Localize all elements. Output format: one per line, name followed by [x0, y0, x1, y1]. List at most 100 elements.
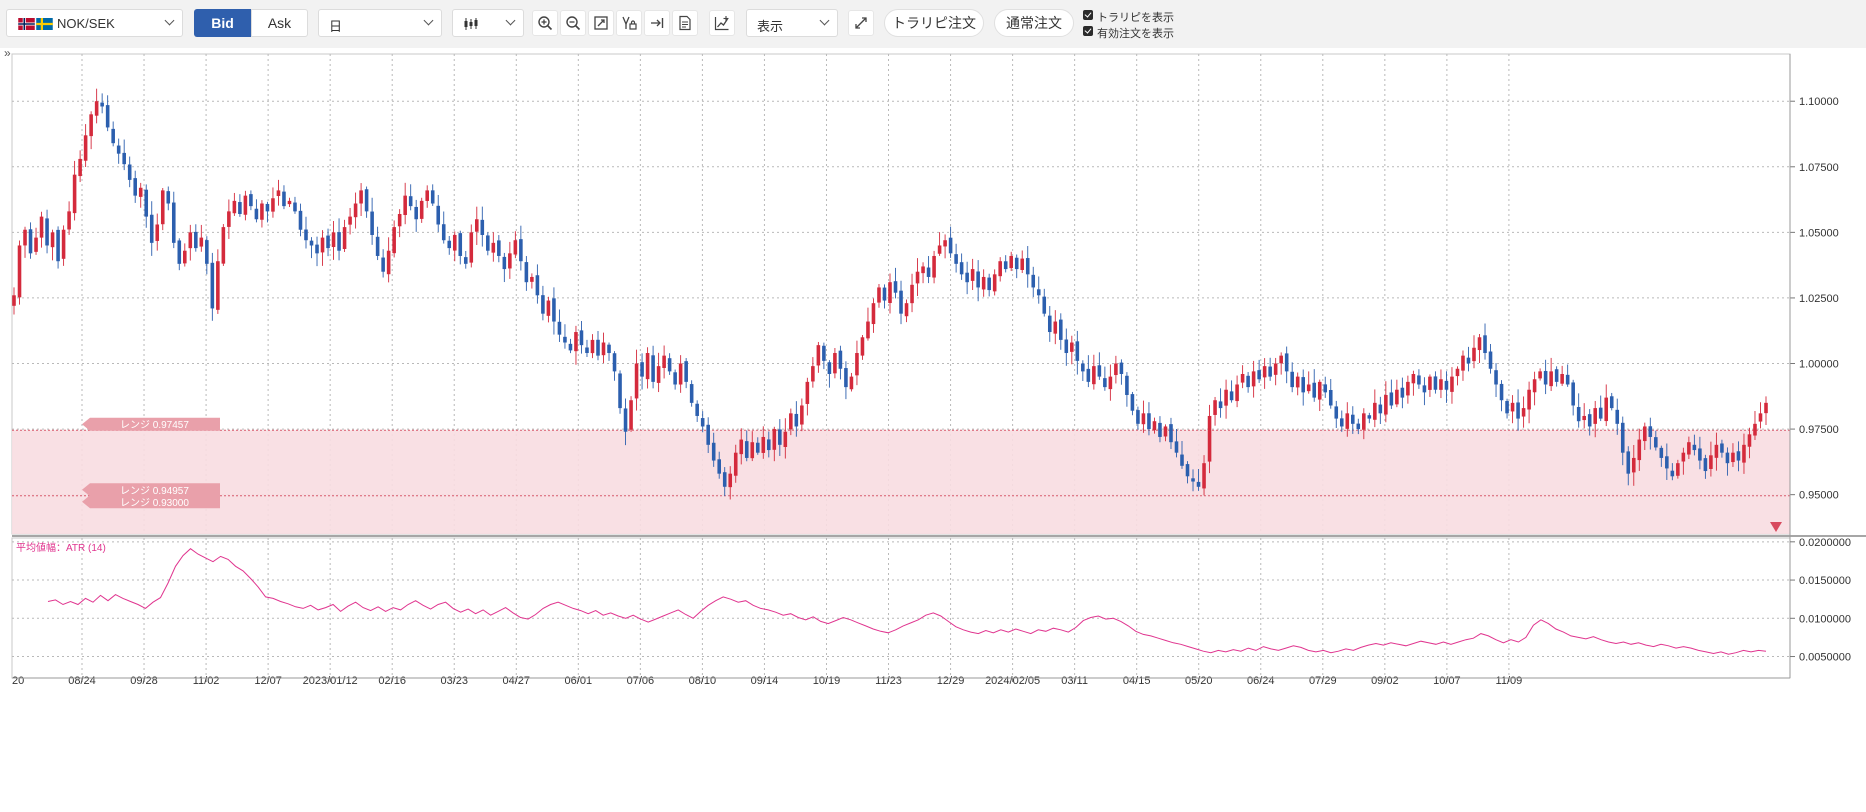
- candle-body: [254, 208, 259, 220]
- candle-body: [116, 145, 121, 154]
- candle-body: [805, 381, 810, 404]
- fullscreen-button[interactable]: [848, 10, 874, 36]
- candle-body: [1378, 404, 1383, 414]
- zoom-out-button[interactable]: [560, 10, 586, 36]
- show-orders-checkbox[interactable]: 有効注文を表示: [1083, 25, 1193, 40]
- candle-body: [508, 253, 512, 269]
- x-tick-label: 09/02: [1371, 675, 1399, 687]
- candle-body: [888, 282, 892, 304]
- candle-body: [1042, 296, 1047, 314]
- candle-body: [954, 254, 958, 264]
- candle-body: [1433, 376, 1438, 390]
- ask-button[interactable]: Ask: [251, 9, 308, 37]
- candle-body: [1587, 414, 1592, 427]
- candle-body: [183, 250, 187, 264]
- candle-body: [590, 339, 595, 354]
- candle-body: [1676, 463, 1680, 476]
- candle-body: [249, 194, 253, 207]
- candle-body: [243, 195, 248, 215]
- candle-body: [56, 229, 60, 262]
- bid-button[interactable]: Bid: [194, 9, 251, 37]
- candle-body: [1631, 457, 1636, 473]
- report-button[interactable]: [672, 10, 698, 36]
- candle-body: [1031, 274, 1036, 288]
- candle-body: [750, 442, 755, 459]
- candle-body: [1075, 341, 1080, 361]
- x-tick-label: 2023/01/12: [303, 675, 358, 687]
- candle-body: [1268, 366, 1272, 377]
- indicator-button[interactable]: [709, 10, 735, 36]
- candle-body: [1736, 451, 1741, 461]
- zoom-in-button[interactable]: [532, 10, 558, 36]
- candle-body: [1521, 408, 1526, 417]
- crosshair-lock-button[interactable]: [616, 10, 642, 36]
- candle-body: [1185, 464, 1190, 477]
- x-tick-label: 12/29: [937, 675, 965, 687]
- candle-body: [689, 384, 694, 403]
- x-tick-label: 02/16: [378, 675, 406, 687]
- candle-body: [1014, 257, 1019, 270]
- collapse-panel-button[interactable]: »: [4, 46, 11, 60]
- candle-body: [1753, 423, 1757, 436]
- candle-body: [1125, 375, 1129, 395]
- candle-body: [596, 339, 600, 356]
- candle-body: [1273, 363, 1278, 375]
- candle-body: [304, 229, 308, 241]
- candle-body: [298, 210, 303, 230]
- candle-body: [1240, 374, 1245, 383]
- display-select[interactable]: 表示: [746, 9, 838, 37]
- expand-icon: [855, 17, 867, 29]
- y-tick-label: 1.07500: [1799, 162, 1839, 174]
- y-tick-label: 1.02500: [1799, 293, 1839, 305]
- norway-flag-icon: [18, 18, 35, 30]
- candle-body: [998, 261, 1002, 277]
- candle-body: [127, 164, 132, 180]
- candle-body: [1720, 443, 1724, 453]
- candle-body: [1262, 366, 1267, 378]
- candle-body: [1516, 402, 1520, 419]
- candle-body: [899, 290, 903, 314]
- candle-body: [585, 347, 589, 354]
- x-tick-label: 20: [12, 675, 24, 687]
- candle-body: [39, 216, 44, 238]
- candle-body: [651, 355, 655, 382]
- atr-series-line: [47, 548, 1767, 655]
- candle-body: [656, 366, 661, 383]
- timeframe-select[interactable]: 日: [318, 9, 442, 37]
- atr-y-tick-label: 0.0200000: [1799, 537, 1851, 549]
- candle-body: [1422, 385, 1427, 393]
- x-tick-label: 11/09: [1496, 675, 1523, 687]
- candle-body: [1108, 376, 1113, 390]
- candle-body: [458, 233, 463, 256]
- candle-body: [1384, 394, 1388, 415]
- candle-body: [17, 245, 22, 298]
- trap-order-button[interactable]: トラリピ注文: [884, 9, 984, 37]
- chart-type-select[interactable]: [452, 9, 524, 37]
- candle-body: [1301, 377, 1305, 393]
- candle-body: [271, 198, 275, 212]
- candle-body: [1450, 376, 1454, 392]
- candle-body: [348, 216, 352, 225]
- candle-body: [667, 358, 672, 372]
- candle-body: [1130, 394, 1135, 411]
- chevron-down-icon: [423, 15, 434, 26]
- x-tick-label: 08/24: [68, 675, 96, 687]
- candle-body: [1323, 384, 1328, 393]
- jump-latest-button[interactable]: [644, 10, 670, 36]
- normal-order-button[interactable]: 通常注文: [994, 9, 1074, 37]
- candle-body: [976, 271, 980, 288]
- x-tick-label: 03/11: [1061, 675, 1088, 687]
- candle-body: [530, 276, 534, 282]
- candle-body: [12, 295, 16, 306]
- show-trap-checkbox[interactable]: トラリピを表示: [1083, 9, 1193, 24]
- candle-body: [386, 250, 391, 275]
- fit-button[interactable]: [588, 10, 614, 36]
- candle-body: [1345, 413, 1350, 429]
- candle-body: [959, 262, 964, 275]
- symbol-select[interactable]: NOK/SEK: [6, 9, 183, 37]
- range-tag: [82, 483, 220, 497]
- candle-body: [1328, 389, 1333, 406]
- candle-body: [502, 256, 507, 270]
- chart-area[interactable]: » レンジ 0.97457 レンジ 0.94957 レンジ 0.93000 平均値幅…: [0, 46, 1866, 812]
